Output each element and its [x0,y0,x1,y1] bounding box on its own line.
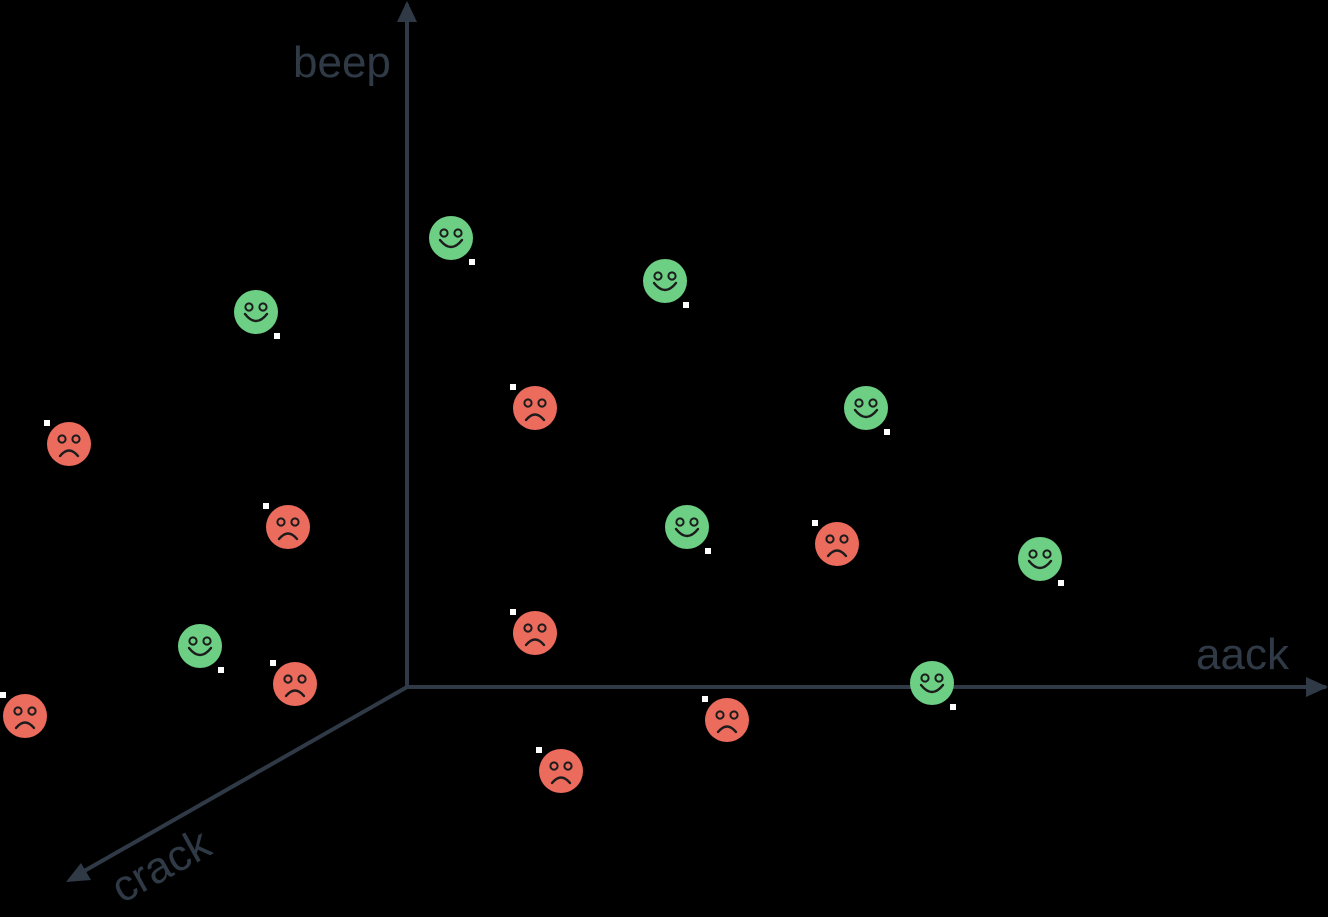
point-marker [274,333,280,339]
point-marker [536,747,542,753]
smiley-face-icon [429,216,473,260]
point-marker [812,520,818,526]
point-marker [469,259,475,265]
beep-axis-label: beep [293,38,391,87]
point-marker [950,704,956,710]
aack-axis-arrowhead-icon [1306,677,1328,697]
point-marker [44,420,50,426]
crack-axis-label: crack [103,818,220,912]
frowny-face-icon [513,611,557,655]
point-marker [510,384,516,390]
frowny-face-icon [815,522,859,566]
frowny-face-icon [513,386,557,430]
beep-axis-arrowhead-icon [397,1,417,22]
frowny-face-icon [273,662,317,706]
point-marker [705,548,711,554]
point-marker [0,692,6,698]
data-points [0,216,1064,793]
crack-axis-arrowhead-icon [66,863,91,882]
frowny-face-icon [3,694,47,738]
point-marker [702,696,708,702]
point-marker [270,660,276,666]
frowny-face-icon [705,698,749,742]
frowny-face-icon [47,422,91,466]
point-marker [1058,580,1064,586]
frowny-face-icon [266,505,310,549]
point-marker [218,667,224,673]
point-marker [884,429,890,435]
smiley-face-icon [234,290,278,334]
point-marker [510,609,516,615]
smiley-face-icon [844,386,888,430]
crack-axis [71,685,408,880]
smiley-face-icon [910,661,954,705]
point-marker [683,302,689,308]
smiley-face-icon [1018,537,1062,581]
point-marker [263,503,269,509]
smiley-face-icon [665,505,709,549]
frowny-face-icon [539,749,583,793]
smiley-face-icon [178,624,222,668]
aack-axis-label: aack [1196,630,1290,679]
smiley-face-icon [643,259,687,303]
